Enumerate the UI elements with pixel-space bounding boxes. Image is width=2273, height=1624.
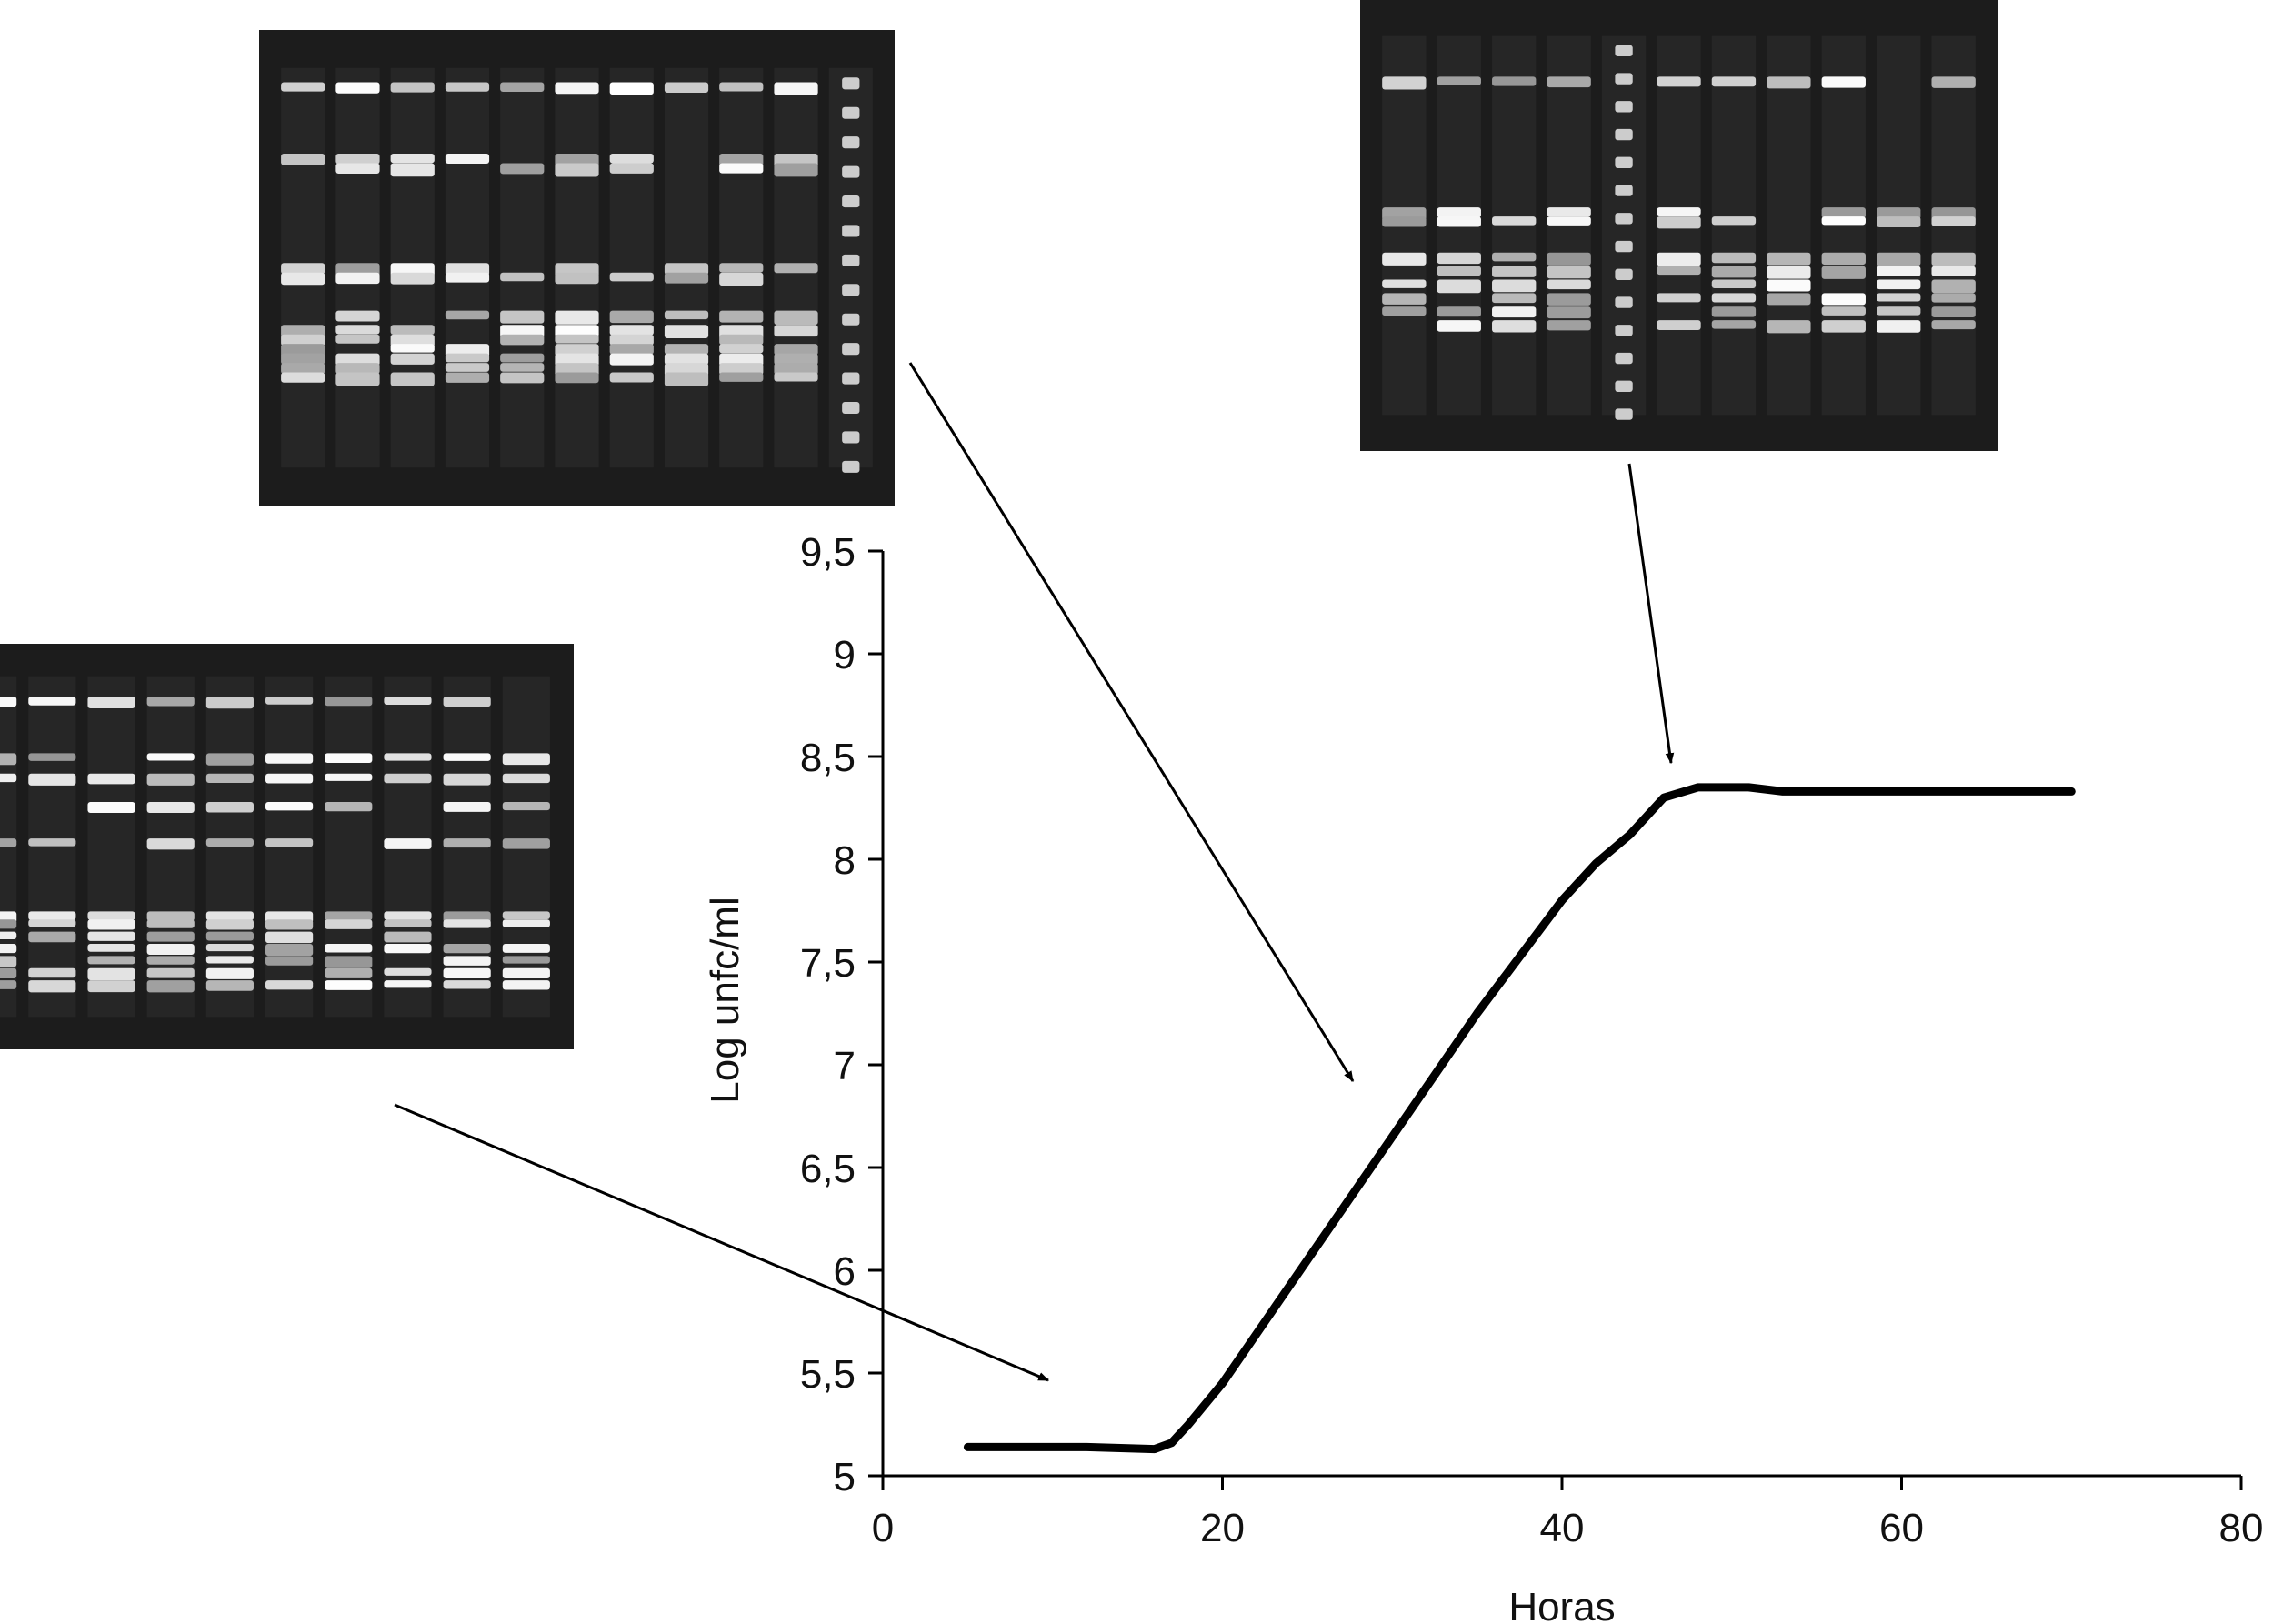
x-tick-label: 60	[1879, 1506, 1924, 1550]
gel-image-top-right	[1360, 0, 1998, 451]
y-tick-label: 6	[834, 1249, 856, 1294]
y-tick-label: 7	[834, 1044, 856, 1088]
gel-image-left	[0, 644, 574, 1049]
y-tick-label: 6,5	[800, 1147, 856, 1191]
annotation-arrow	[908, 362, 1355, 1083]
y-tick-label: 9,5	[800, 530, 856, 575]
annotation-arrow	[394, 1103, 1050, 1382]
x-tick-label: 40	[1540, 1506, 1585, 1550]
annotation-arrow	[1627, 463, 1675, 765]
x-tick-label: 80	[2219, 1506, 2264, 1550]
y-tick-label: 8	[834, 838, 856, 883]
y-tick-label: 9	[834, 633, 856, 677]
y-tick-label: 5,5	[800, 1352, 856, 1397]
growth-curve-line	[963, 783, 2076, 1454]
x-tick-label: 0	[872, 1506, 894, 1550]
y-axis-label: Log unfc/ml	[703, 897, 747, 1103]
x-tick-label: 20	[1200, 1506, 1245, 1550]
y-tick-label: 5	[834, 1455, 856, 1499]
gel-image-top-left	[259, 30, 895, 506]
y-tick-label: 8,5	[800, 736, 856, 780]
x-axis-label: Horas	[1508, 1585, 1615, 1624]
y-tick-label: 7,5	[800, 941, 856, 986]
